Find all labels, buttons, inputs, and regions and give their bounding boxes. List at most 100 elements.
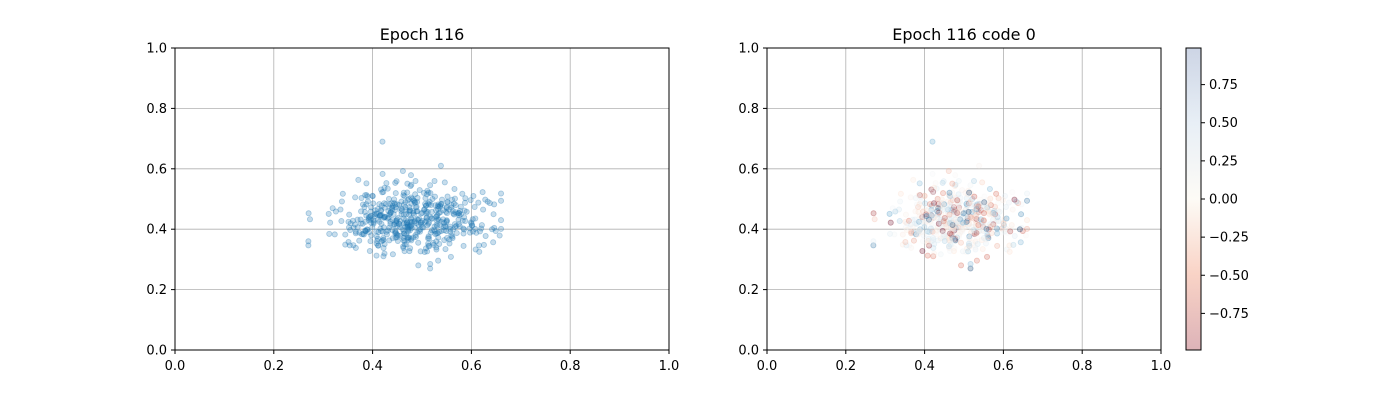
colorbar-gradient <box>1185 47 1202 351</box>
data-point <box>377 212 384 219</box>
data-point <box>358 231 365 238</box>
data-point <box>480 206 487 213</box>
data-point <box>978 219 985 226</box>
data-point <box>930 200 937 207</box>
data-point <box>456 223 463 230</box>
data-point <box>428 215 435 222</box>
data-point <box>956 219 963 226</box>
data-point <box>917 226 924 233</box>
data-point <box>391 229 398 236</box>
data-point <box>891 231 898 238</box>
data-point <box>990 209 997 216</box>
data-point <box>345 218 352 225</box>
data-point <box>929 237 936 244</box>
data-point <box>461 214 468 221</box>
data-point <box>430 226 437 233</box>
data-point <box>1003 246 1010 253</box>
data-point <box>389 251 396 258</box>
data-point <box>928 238 935 245</box>
y-tick-label: 0.2 <box>738 283 759 298</box>
data-point <box>380 224 387 231</box>
data-point <box>337 206 344 213</box>
data-point <box>438 201 445 208</box>
data-point <box>1018 201 1025 208</box>
data-point <box>949 235 956 242</box>
data-point <box>947 193 954 200</box>
data-point <box>380 234 387 241</box>
data-point <box>405 225 412 232</box>
data-point <box>389 202 396 209</box>
data-point <box>870 238 877 245</box>
data-point <box>927 211 934 218</box>
data-point <box>410 197 417 204</box>
data-point <box>354 224 361 231</box>
data-point <box>461 199 468 206</box>
data-point <box>950 225 957 232</box>
data-point <box>407 235 414 242</box>
data-point <box>392 179 399 186</box>
data-point <box>958 221 965 228</box>
data-point <box>908 228 915 235</box>
data-point <box>384 227 391 234</box>
data-point <box>415 216 422 223</box>
data-point <box>983 228 990 235</box>
data-point <box>915 208 922 215</box>
data-point <box>919 248 926 255</box>
data-point <box>417 226 424 233</box>
data-point <box>435 257 442 264</box>
data-point <box>951 245 958 252</box>
data-point <box>930 253 937 260</box>
data-point <box>931 250 938 257</box>
data-point <box>460 230 467 237</box>
data-point <box>930 224 937 231</box>
data-point <box>947 248 954 255</box>
data-point <box>972 222 979 229</box>
data-point <box>968 202 975 209</box>
data-point <box>411 199 418 206</box>
data-point <box>941 201 948 208</box>
data-point <box>376 201 383 208</box>
data-point <box>378 212 385 219</box>
data-point <box>441 219 448 226</box>
data-point <box>457 203 464 210</box>
data-point <box>457 211 464 218</box>
data-point <box>961 209 968 216</box>
data-point <box>484 198 491 205</box>
data-point <box>953 195 960 202</box>
data-point <box>468 220 475 227</box>
data-point <box>951 207 958 214</box>
data-point <box>1002 204 1009 211</box>
data-point <box>928 186 935 193</box>
data-point <box>956 233 963 240</box>
data-point <box>453 230 460 237</box>
data-point <box>959 226 966 233</box>
data-point <box>407 172 414 179</box>
data-point <box>939 227 946 234</box>
data-point <box>936 209 943 216</box>
data-point <box>928 212 935 219</box>
data-point <box>374 206 381 213</box>
data-point <box>403 211 410 218</box>
data-point <box>386 211 393 218</box>
data-point <box>913 201 920 208</box>
data-point <box>433 213 440 220</box>
data-point <box>425 189 432 196</box>
data-point <box>376 213 383 220</box>
y-tick-label: 0.8 <box>738 102 759 117</box>
data-point <box>913 231 920 238</box>
data-point <box>902 211 909 218</box>
data-point <box>994 214 1001 221</box>
data-point <box>368 232 375 239</box>
data-point <box>896 218 903 225</box>
data-point <box>370 217 377 224</box>
data-point <box>963 248 970 255</box>
data-point <box>392 234 399 241</box>
data-point <box>949 223 956 230</box>
data-point <box>964 191 971 198</box>
data-point <box>927 225 934 232</box>
data-point <box>951 183 958 190</box>
data-point <box>974 210 981 217</box>
data-point <box>372 207 379 214</box>
data-point <box>423 214 430 221</box>
data-point <box>904 220 911 227</box>
